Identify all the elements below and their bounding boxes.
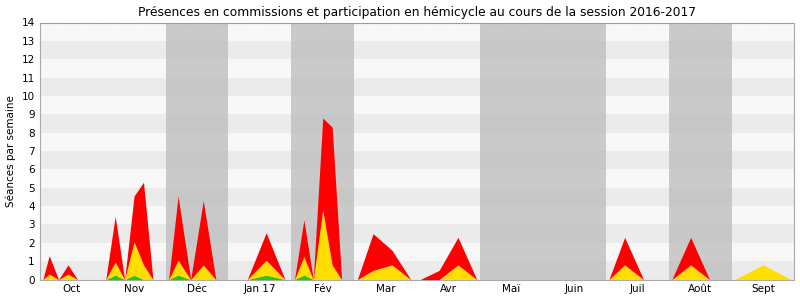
Bar xyxy=(40,224,794,243)
Bar xyxy=(40,243,794,261)
Bar xyxy=(669,22,731,280)
Bar xyxy=(40,78,794,96)
Bar xyxy=(40,114,794,133)
Bar xyxy=(40,96,794,114)
Bar xyxy=(40,261,794,280)
Bar xyxy=(543,22,606,280)
Bar xyxy=(40,133,794,151)
Title: Présences en commissions et participation en hémicycle au cours de la session 20: Présences en commissions et participatio… xyxy=(138,6,696,19)
Bar xyxy=(40,206,794,224)
Bar xyxy=(40,41,794,59)
Bar xyxy=(291,22,354,280)
Bar xyxy=(40,4,794,22)
Bar xyxy=(166,22,229,280)
Bar xyxy=(40,169,794,188)
Bar xyxy=(40,188,794,206)
Bar xyxy=(480,22,543,280)
Bar xyxy=(40,151,794,170)
Bar xyxy=(40,22,794,41)
Bar xyxy=(40,59,794,78)
Y-axis label: Séances par semaine: Séances par semaine xyxy=(6,95,16,207)
